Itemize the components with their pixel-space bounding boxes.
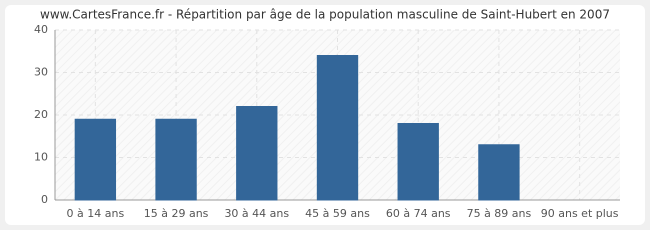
x-tick-label: 0 à 14 ans xyxy=(67,207,125,220)
bar xyxy=(478,144,520,201)
y-tick-label: 40 xyxy=(34,23,48,36)
x-tick-label: 60 à 74 ans xyxy=(386,207,451,220)
chart: www.CartesFrance.fr - Répartition par âg… xyxy=(0,0,650,230)
y-tick-label: 20 xyxy=(34,108,48,121)
bar xyxy=(236,106,278,201)
x-tick-label: 45 à 59 ans xyxy=(305,207,370,220)
bar xyxy=(74,118,117,201)
bar xyxy=(397,123,439,201)
x-tick-label: 75 à 89 ans xyxy=(467,207,532,220)
chart-title: www.CartesFrance.fr - Répartition par âg… xyxy=(40,8,610,22)
x-tick-label: 90 ans et plus xyxy=(541,207,619,220)
bar xyxy=(155,118,197,201)
y-tick-label: 0 xyxy=(41,193,48,206)
y-tick-label: 30 xyxy=(34,66,48,79)
bar xyxy=(316,55,359,201)
x-tick-label: 30 à 44 ans xyxy=(224,207,289,220)
y-tick-label: 10 xyxy=(34,151,48,164)
x-tick-label: 15 à 29 ans xyxy=(144,207,209,220)
